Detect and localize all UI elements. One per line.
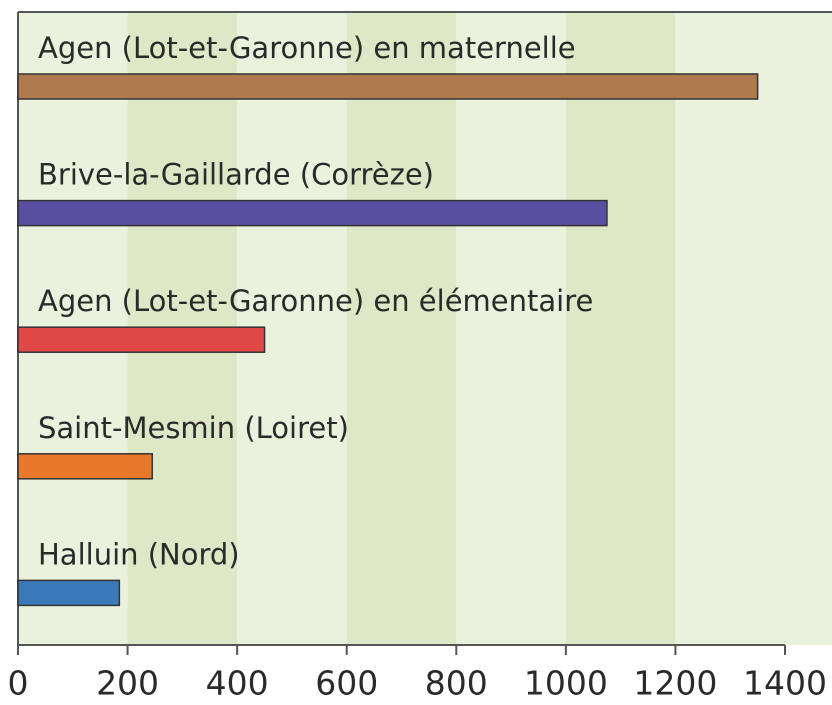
x-tick-label: 1000 [524, 664, 608, 703]
category-label: Agen (Lot-et-Garonne) en maternelle [38, 31, 576, 65]
x-tick-label: 1200 [633, 664, 717, 703]
x-tick-label: 1400 [743, 664, 827, 703]
background-band [456, 12, 566, 645]
x-tick-label: 800 [425, 664, 488, 703]
category-label: Halluin (Nord) [38, 537, 240, 571]
background-band [675, 12, 785, 645]
bar [17, 326, 266, 353]
x-tick-label: 600 [315, 664, 378, 703]
background-band [565, 12, 676, 645]
bar [17, 199, 608, 227]
category-label: Agen (Lot-et-Garonne) en élémentaire [38, 284, 593, 318]
bar [17, 579, 121, 607]
category-label: Saint-Mesmin (Loiret) [38, 411, 349, 445]
background-band [785, 12, 832, 645]
bar [17, 73, 759, 100]
bar [17, 453, 153, 480]
x-tick-label: 400 [206, 664, 269, 703]
category-label: Brive-la-Gaillarde (Corrèze) [38, 158, 434, 192]
background-band [346, 12, 457, 645]
x-tick-label: 200 [96, 664, 159, 703]
x-tick-label: 0 [8, 664, 29, 703]
